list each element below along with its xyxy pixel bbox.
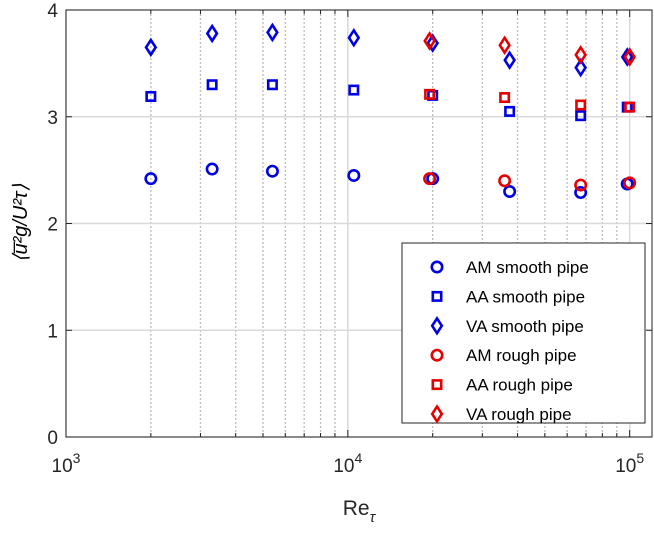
data-point [347,168,361,182]
data-point [503,50,516,70]
data-point [144,172,158,186]
series-aa-rough-pipe [424,88,636,113]
data-point [206,79,218,91]
y-tick-label: 3 [47,108,58,129]
marker-layer [144,22,637,200]
y-tick-label: 2 [47,215,58,236]
data-point [347,27,361,48]
legend-marker [430,404,444,424]
legend-label: AM smooth pipe [466,258,589,277]
y-axis-label: ⟨u̅²g/U²τ⟩ [10,183,32,262]
data-point [623,47,637,67]
x-tick-label: 104 [333,450,362,477]
data-point [623,176,637,190]
y-tick-label: 4 [47,1,58,22]
data-point [574,57,588,78]
series-va-rough-pipe [423,31,637,67]
data-point [265,164,279,178]
x-axis-label-main: Re [343,497,370,520]
legend-label: VA rough pipe [466,405,572,424]
data-point [499,92,511,104]
legend-label: AA rough pipe [466,376,573,395]
data-point [205,23,219,44]
data-point [498,35,511,56]
x-tick-label: 105 [615,450,644,477]
tick-layer: 0 1 2 3 4 103 104 105 [47,1,652,477]
data-point [423,31,436,51]
legend-marker [431,379,443,391]
legend-marker [430,348,444,362]
data-point [574,178,588,192]
data-point [266,79,278,91]
x-axis-label-subscript: τ [370,509,377,526]
legend-marker [430,316,444,336]
data-point [498,174,512,188]
legend-label: AM rough pipe [466,346,577,365]
data-point [426,33,440,53]
data-point [266,22,279,43]
data-point [574,186,588,200]
data-point [503,184,517,198]
data-point [575,99,587,111]
data-point [424,88,436,100]
legend-items: AM smooth pipe AA smooth pipe VA smooth pi… [430,258,589,424]
x-axis-label: Reτ [343,497,377,526]
legend-label: AA smooth pipe [466,287,585,306]
y-tick-label: 0 [47,428,58,449]
data-point [348,84,360,96]
data-point [205,162,219,176]
data-point [620,47,634,67]
series-am-rough-pipe [423,172,637,192]
data-point [145,90,157,102]
legend: AM smooth pipe AA smooth pipe VA smooth pi… [401,242,646,424]
data-point [575,110,587,122]
series-va-smooth-pipe [144,22,634,78]
data-point [574,45,588,65]
data-point [423,172,437,186]
legend-marker [430,260,444,274]
legend-marker [431,290,443,302]
y-tick-label: 1 [47,321,58,342]
data-point [624,101,636,113]
legend-label: VA smooth pipe [466,317,584,336]
data-point [144,37,158,58]
data-point [504,105,516,117]
x-tick-label: 103 [52,450,81,477]
legend-box [401,242,646,424]
